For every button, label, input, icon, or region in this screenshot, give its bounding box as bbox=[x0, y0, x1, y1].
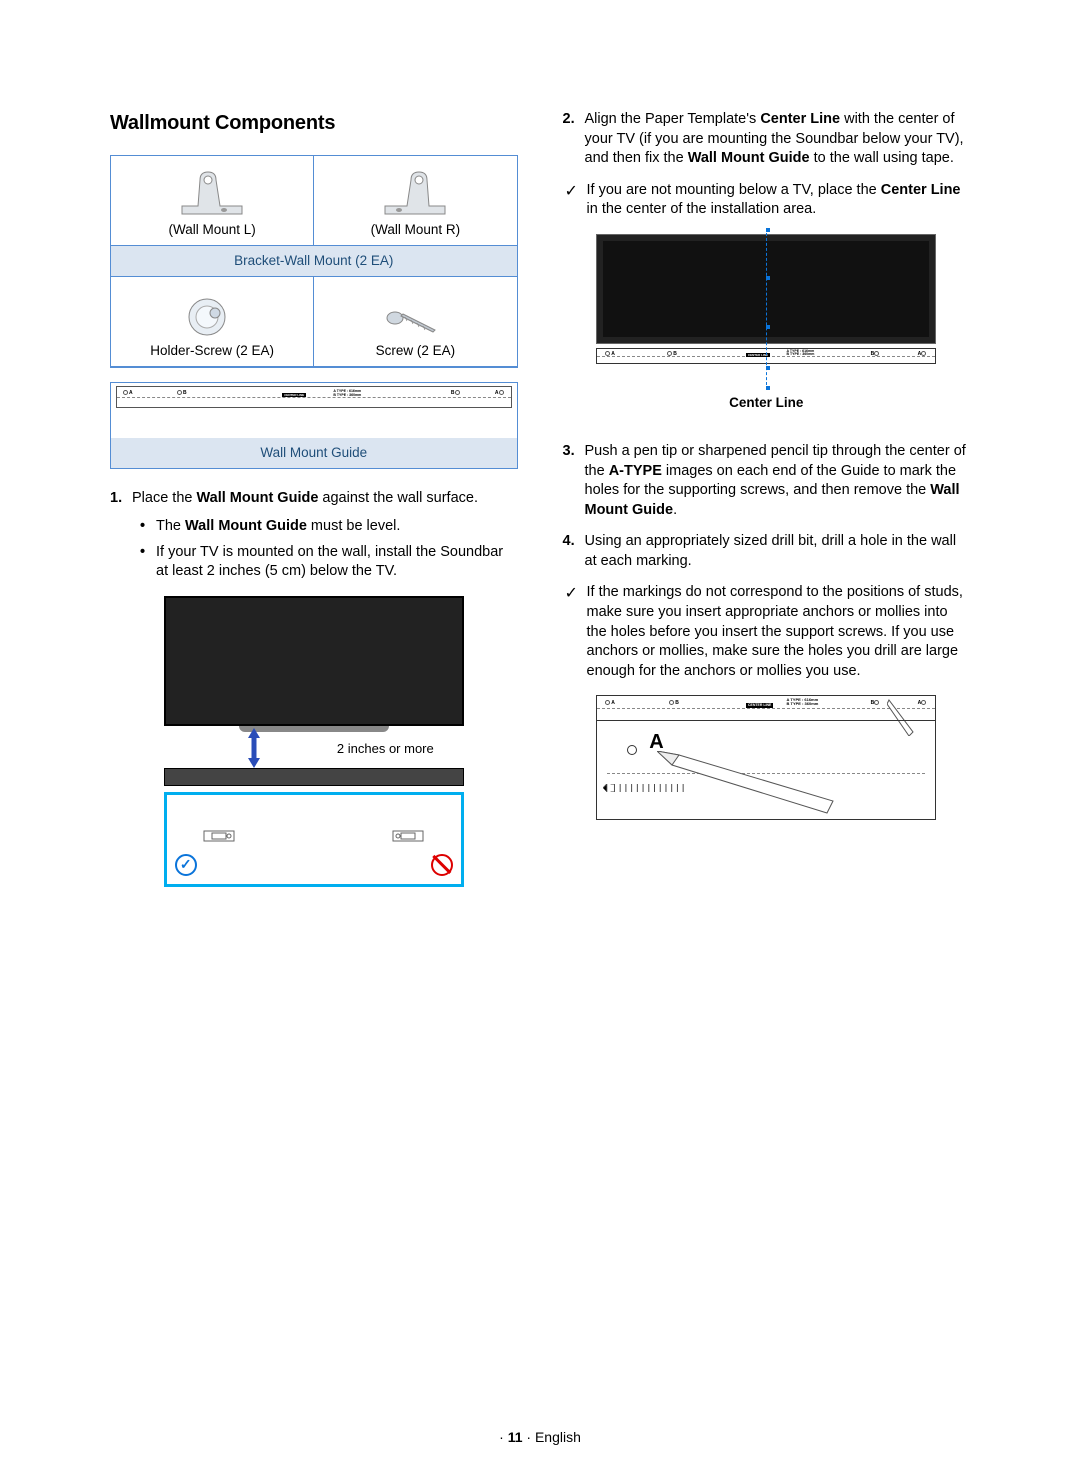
s2-b1: Center Line bbox=[760, 111, 840, 127]
step-2: Align the Paper Template's Center Line w… bbox=[563, 110, 971, 169]
b1-prefix: The bbox=[156, 518, 185, 534]
center-line-label: Center Line bbox=[596, 394, 936, 412]
step1-bullet1: The Wall Mount Guide must be level. bbox=[132, 517, 518, 537]
guide-header: Wall Mount Guide bbox=[111, 438, 517, 468]
cell-holder-screw: Holder-Screw (2 EA) bbox=[111, 277, 314, 367]
step1-bold: Wall Mount Guide bbox=[197, 490, 319, 506]
page-number: 11 bbox=[508, 1429, 523, 1445]
tpl-a-right: A bbox=[495, 390, 499, 396]
ok-icon: ✓ bbox=[175, 854, 197, 876]
check1-b: in the center of the installation area. bbox=[587, 201, 817, 217]
s3-c: . bbox=[673, 502, 677, 518]
screw-icon bbox=[383, 302, 448, 342]
tpl-b-left: B bbox=[183, 390, 187, 396]
step-1: Place the Wall Mount Guide against the w… bbox=[110, 489, 518, 581]
tpl-type-b: B TYPE : 360mm bbox=[333, 393, 361, 397]
step-4: Using an appropriately sized drill bit, … bbox=[563, 532, 971, 571]
step-3: Push a pen tip or sharpened pencil tip t… bbox=[563, 442, 971, 520]
b1-suffix: must be level. bbox=[307, 518, 401, 534]
wall-mount-guide-strip: A B CENTER LINE A TYPE : 616mm B TYPE : … bbox=[116, 386, 512, 408]
step1-suffix: against the wall surface. bbox=[318, 490, 478, 506]
cell-wallmount-l: (Wall Mount L) bbox=[111, 156, 314, 246]
wall-mount-r-icon bbox=[375, 166, 455, 221]
tpl-a-left: A bbox=[129, 390, 133, 396]
wallmount-l-label: (Wall Mount L) bbox=[168, 221, 255, 239]
cell-screw: Screw (2 EA) bbox=[314, 277, 516, 367]
s2-b2: Wall Mount Guide bbox=[688, 150, 810, 166]
step1-bullet2: If your TV is mounted on the wall, insta… bbox=[132, 543, 518, 582]
page-language: English bbox=[535, 1429, 581, 1445]
step1-prefix: Place the bbox=[132, 490, 197, 506]
check1-bold: Center Line bbox=[881, 182, 961, 198]
no-icon bbox=[431, 854, 453, 876]
wallmount-r-label: (Wall Mount R) bbox=[371, 221, 461, 239]
guide-table: A B CENTER LINE A TYPE : 616mm B TYPE : … bbox=[110, 382, 518, 469]
b1-bold: Wall Mount Guide bbox=[185, 518, 307, 534]
bracket-header: Bracket-Wall Mount (2 EA) bbox=[111, 246, 517, 277]
s3-bold: A-TYPE bbox=[609, 463, 662, 479]
gap-label: 2 inches or more bbox=[337, 741, 434, 756]
components-table: (Wall Mount L) (Wall Mount R) Bracket-Wa… bbox=[110, 155, 518, 368]
s2-c: to the wall using tape. bbox=[810, 150, 954, 166]
tpl-center: CENTER LINE bbox=[282, 393, 306, 397]
wall-mount-l-icon bbox=[172, 166, 252, 221]
pencil-figure: A B CENTER LINE A TYPE : 616mmB TYPE : 3… bbox=[596, 695, 936, 820]
holder-screw-label: Holder-Screw (2 EA) bbox=[150, 342, 274, 360]
tv-gap-figure: 2 inches or more ✓ bbox=[164, 596, 464, 887]
s2-a: Align the Paper Template's bbox=[585, 111, 761, 127]
check-note-2: If the markings do not correspond to the… bbox=[563, 583, 971, 681]
cell-wallmount-r: (Wall Mount R) bbox=[314, 156, 516, 246]
tpl-b-right: B bbox=[451, 390, 455, 396]
screw-label: Screw (2 EA) bbox=[376, 342, 456, 360]
center-line-figure: A B CENTER LINE A TYPE : 616mmB TYPE : 3… bbox=[596, 234, 936, 412]
check-note-1: If you are not mounting below a TV, plac… bbox=[563, 181, 971, 220]
check1-a: If you are not mounting below a TV, plac… bbox=[587, 182, 881, 198]
page-footer: · 11 · English bbox=[0, 1428, 1080, 1447]
holder-screw-icon bbox=[185, 292, 240, 342]
section-heading: Wallmount Components bbox=[110, 110, 518, 137]
